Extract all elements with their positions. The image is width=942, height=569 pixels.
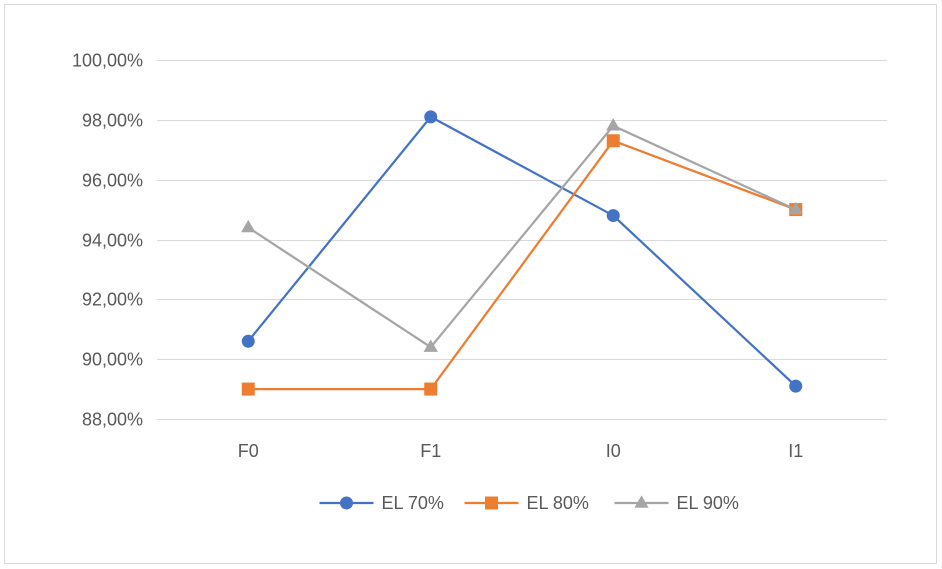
series-3 bbox=[241, 118, 803, 352]
data-point-square bbox=[485, 496, 498, 510]
data-point-circle bbox=[340, 496, 353, 510]
data-point-triangle bbox=[606, 118, 621, 131]
legend-item: EL 80% bbox=[464, 493, 589, 513]
data-point-circle bbox=[241, 334, 255, 348]
y-tick-label: 98,00% bbox=[82, 111, 143, 131]
y-tick-label: 92,00% bbox=[82, 290, 143, 310]
data-point-square bbox=[241, 382, 255, 396]
legend-label: EL 80% bbox=[527, 493, 589, 513]
data-point-circle bbox=[789, 379, 803, 393]
gridlines bbox=[157, 60, 887, 420]
y-tick-label: 88,00% bbox=[82, 410, 143, 430]
y-tick-label: 94,00% bbox=[82, 231, 143, 251]
chart-border bbox=[4, 4, 937, 564]
data-point-triangle bbox=[423, 339, 438, 352]
series-line bbox=[247, 115, 797, 387]
data-point-circle bbox=[424, 110, 438, 124]
data-point-square bbox=[606, 134, 620, 148]
legend: EL 70% EL 80% EL 90% bbox=[319, 493, 739, 513]
x-tick-label: F1 bbox=[420, 441, 441, 461]
y-tick-label: 90,00% bbox=[82, 350, 143, 370]
series-line bbox=[248, 139, 797, 391]
x-tick-label: I1 bbox=[788, 441, 803, 461]
legend-item: EL 90% bbox=[614, 493, 739, 513]
x-tick-label: F0 bbox=[238, 441, 259, 461]
legend-label: EL 70% bbox=[382, 493, 444, 513]
series-line bbox=[247, 124, 797, 349]
data-point-triangle bbox=[634, 495, 649, 508]
y-tick-label: 100,00% bbox=[72, 51, 143, 71]
y-tick-label: 96,00% bbox=[82, 171, 143, 191]
data-point-circle bbox=[606, 209, 620, 223]
data-point-square bbox=[424, 382, 438, 396]
data-point-triangle bbox=[788, 201, 803, 215]
x-tick-label: I0 bbox=[606, 441, 621, 461]
legend-label: EL 90% bbox=[677, 493, 739, 513]
x-axis-tick-labels: F0 F1 I0 I1 bbox=[238, 441, 804, 461]
y-axis-tick-labels: 88,00% 90,00% 92,00% 94,00% 96,00% 98,00% 100,… bbox=[72, 51, 143, 430]
legend-item: EL 70% bbox=[319, 493, 444, 513]
series-1 bbox=[241, 110, 803, 393]
series-lines bbox=[241, 110, 803, 396]
data-point-triangle bbox=[241, 219, 256, 233]
